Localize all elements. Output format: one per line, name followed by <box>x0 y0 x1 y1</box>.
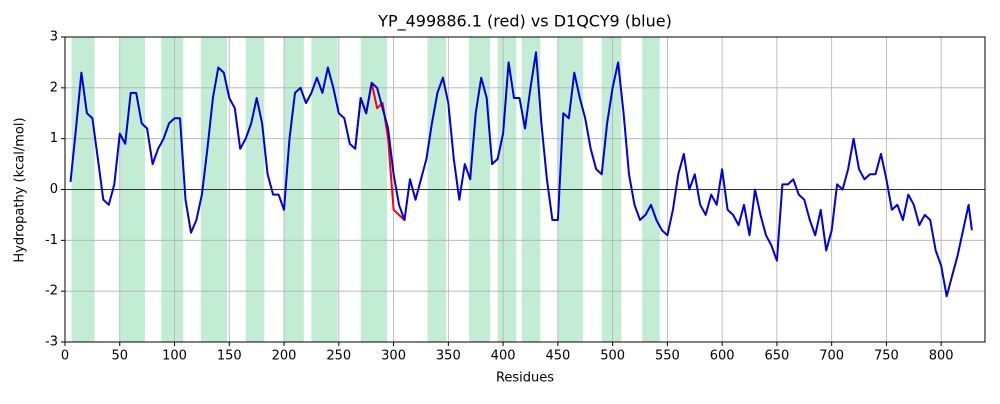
y-tick-label: -3 <box>45 335 58 350</box>
x-tick-label: 400 <box>491 349 516 364</box>
y-tick-label: 1 <box>50 131 58 146</box>
x-tick-label: 0 <box>61 349 69 364</box>
series-line <box>69 51 973 298</box>
y-axis-label: Hydropathy (kcal/mol) <box>13 117 28 262</box>
x-tick-label: 200 <box>272 349 297 364</box>
x-axis-label: Residues <box>496 371 554 386</box>
x-tick-label: 300 <box>381 349 406 364</box>
chart-title: YP_499886.1 (red) vs D1QCY9 (blue) <box>377 12 672 32</box>
x-tick-label: 50 <box>111 349 128 364</box>
y-tick-label: 3 <box>50 30 58 45</box>
plot-frame <box>64 36 986 343</box>
x-tick-label: 750 <box>874 349 899 364</box>
x-tick-label: 250 <box>326 349 351 364</box>
y-tick-label: 2 <box>50 80 58 95</box>
x-tick-label: 700 <box>819 349 844 364</box>
x-tick-label: 800 <box>929 349 954 364</box>
x-tick-label: 500 <box>600 349 625 364</box>
x-tick-label: 550 <box>655 349 680 364</box>
x-tick-label: 100 <box>162 349 187 364</box>
y-tick-label: -2 <box>45 284 58 299</box>
y-tick-label: -1 <box>45 233 58 248</box>
x-tick-label: 150 <box>217 349 242 364</box>
x-tick-label: 350 <box>436 349 461 364</box>
x-tick-label: 600 <box>710 349 735 364</box>
x-tick-label: 450 <box>545 349 570 364</box>
y-tick-label: 0 <box>50 182 58 197</box>
x-tick-label: 650 <box>764 349 789 364</box>
